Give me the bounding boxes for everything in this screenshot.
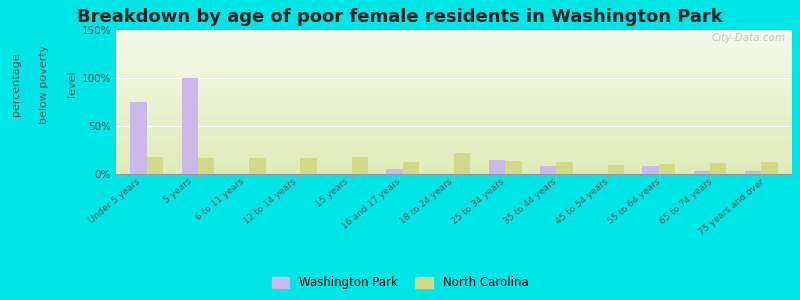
- Bar: [762, 161, 778, 174]
- Bar: [386, 169, 402, 174]
- Text: City-Data.com: City-Data.com: [711, 33, 786, 43]
- Bar: [745, 171, 762, 174]
- Bar: [540, 166, 557, 174]
- Text: Breakdown by age of poor female residents in Washington Park: Breakdown by age of poor female resident…: [77, 8, 723, 26]
- Bar: [659, 164, 675, 174]
- Text: 15 years: 15 years: [314, 177, 350, 209]
- Text: below poverty: below poverty: [39, 44, 49, 124]
- Bar: [249, 158, 266, 174]
- Text: 65 to 74 years: 65 to 74 years: [658, 177, 714, 226]
- Text: 16 and 17 years: 16 and 17 years: [340, 177, 402, 231]
- Text: 18 to 24 years: 18 to 24 years: [398, 177, 454, 226]
- Bar: [402, 163, 419, 174]
- Bar: [146, 157, 163, 174]
- Bar: [351, 157, 368, 174]
- Bar: [198, 158, 214, 174]
- Text: 25 to 34 years: 25 to 34 years: [450, 177, 506, 226]
- Text: 35 to 44 years: 35 to 44 years: [502, 177, 558, 226]
- Bar: [506, 160, 522, 174]
- Bar: [489, 160, 506, 174]
- Bar: [694, 171, 710, 174]
- Text: 6 to 11 years: 6 to 11 years: [194, 177, 246, 222]
- Bar: [300, 158, 317, 174]
- Bar: [557, 161, 573, 174]
- Bar: [608, 165, 624, 174]
- Text: 12 to 14 years: 12 to 14 years: [242, 177, 298, 226]
- Legend: Washington Park, North Carolina: Washington Park, North Carolina: [267, 272, 533, 294]
- Bar: [642, 166, 659, 174]
- Text: percentage: percentage: [11, 52, 21, 116]
- Text: 5 years: 5 years: [162, 177, 194, 206]
- Bar: [182, 78, 198, 174]
- Text: 75 years and over: 75 years and over: [698, 177, 766, 237]
- Text: 55 to 64 years: 55 to 64 years: [606, 177, 662, 226]
- Bar: [454, 153, 470, 174]
- Text: 45 to 54 years: 45 to 54 years: [554, 177, 610, 226]
- Bar: [130, 102, 146, 174]
- Text: level: level: [67, 71, 77, 97]
- Text: Under 5 years: Under 5 years: [87, 177, 142, 225]
- Bar: [710, 164, 726, 174]
